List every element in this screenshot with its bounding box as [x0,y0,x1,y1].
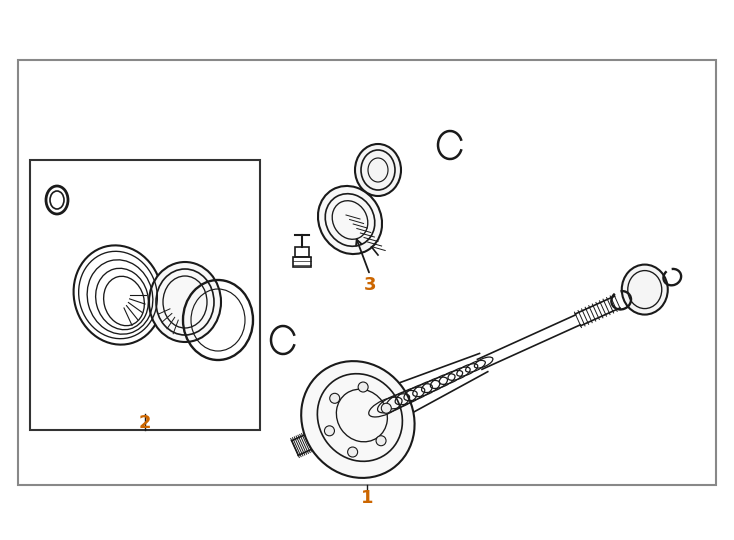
Bar [30,160,260,430]
Ellipse shape [318,186,382,254]
Circle shape [381,403,391,413]
Ellipse shape [355,144,401,196]
Ellipse shape [149,262,221,342]
Text: 2: 2 [139,414,151,432]
Ellipse shape [301,361,415,478]
Bar [18,60,716,485]
Circle shape [358,382,368,392]
Ellipse shape [73,245,162,345]
Text: 3: 3 [364,276,377,294]
Ellipse shape [622,265,668,315]
Bar [293,257,311,267]
Circle shape [376,436,386,446]
Text: 1: 1 [360,489,374,507]
Bar [295,247,309,257]
Circle shape [330,393,340,403]
Circle shape [324,426,335,436]
Circle shape [348,447,357,457]
